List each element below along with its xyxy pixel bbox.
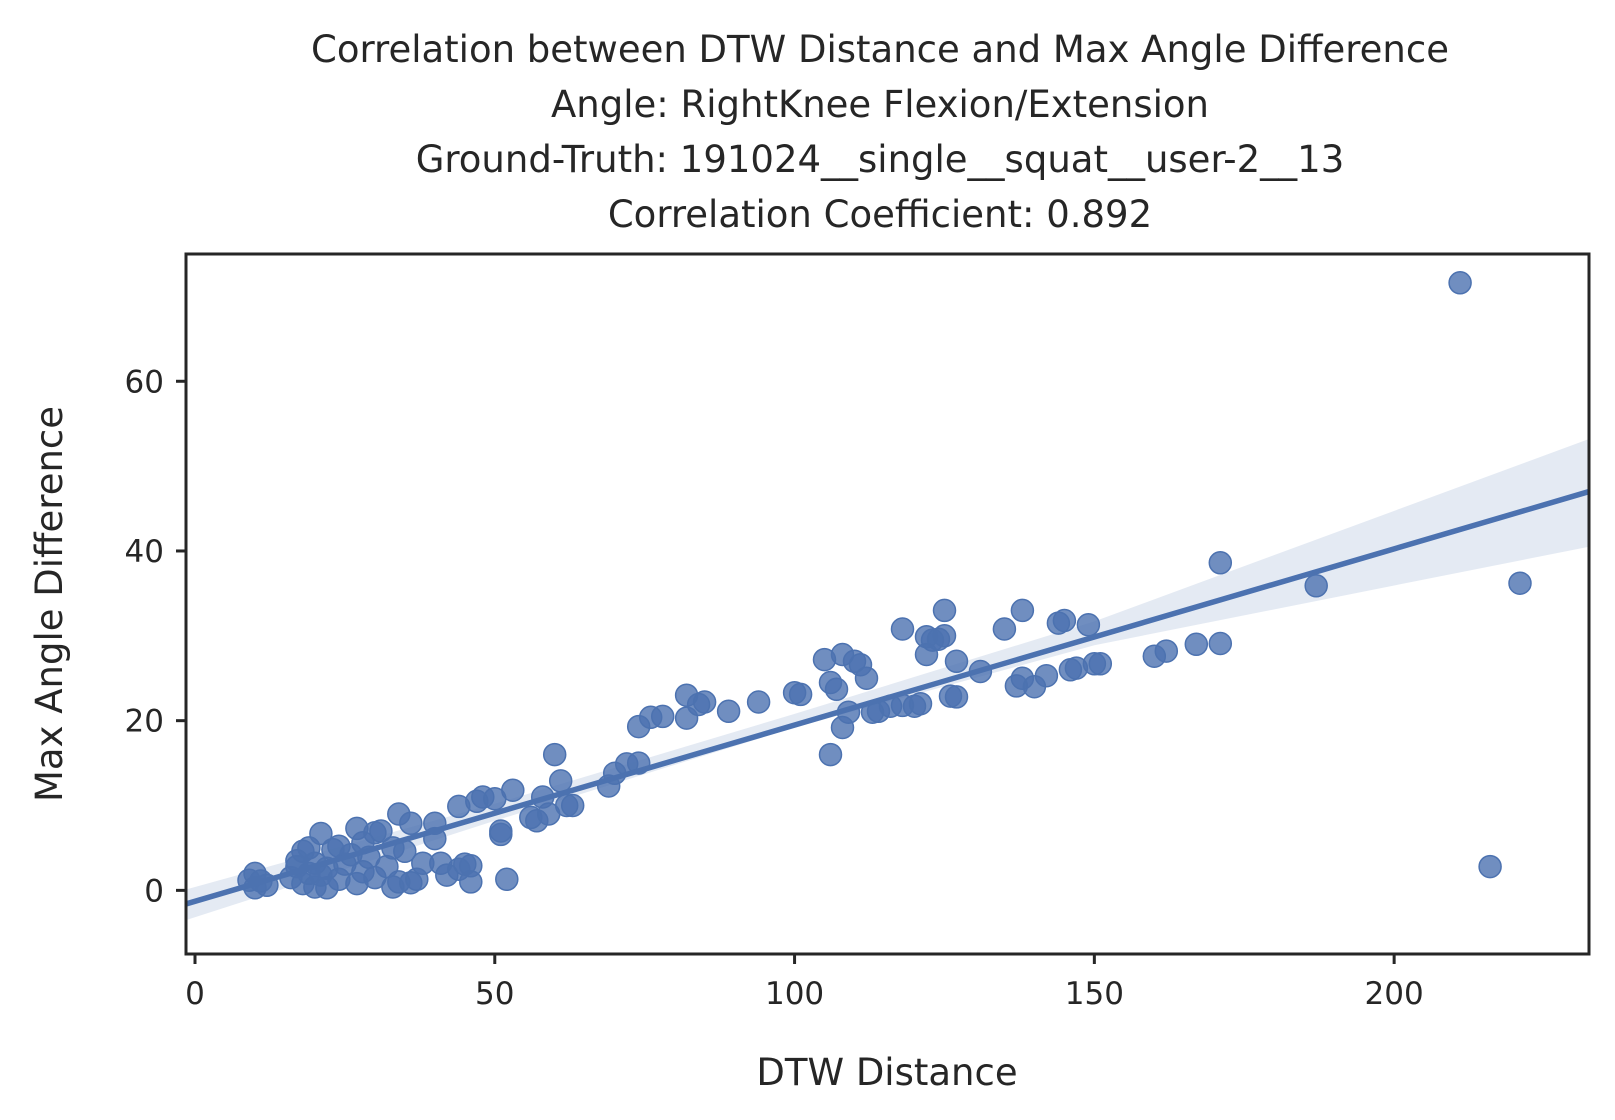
data-point bbox=[992, 617, 1017, 641]
data-point bbox=[560, 793, 585, 818]
data-point bbox=[890, 617, 915, 641]
data-point bbox=[908, 691, 933, 716]
data-point bbox=[932, 624, 957, 648]
data-point bbox=[1478, 854, 1502, 879]
data-point bbox=[489, 819, 513, 843]
plot-content bbox=[185, 271, 1590, 921]
data-point bbox=[788, 682, 813, 707]
data-point bbox=[1010, 598, 1035, 623]
data-point bbox=[369, 819, 393, 843]
title-line-2: Angle: RightKnee Flexion/Extension bbox=[551, 83, 1209, 126]
chart-title: Correlation between DTW Distance and Max… bbox=[311, 28, 1449, 236]
data-point bbox=[1154, 639, 1179, 663]
data-point bbox=[399, 811, 423, 836]
data-point bbox=[1304, 574, 1328, 598]
x-tick-label: 50 bbox=[475, 976, 514, 1012]
data-point bbox=[824, 677, 849, 702]
data-point bbox=[692, 690, 717, 714]
y-axis-ticks: 0 20 40 60 bbox=[125, 364, 186, 909]
plot-frame bbox=[184, 252, 1591, 956]
data-point bbox=[548, 769, 573, 793]
data-point bbox=[1088, 652, 1113, 676]
data-point bbox=[495, 867, 519, 892]
y-tick-label: 0 bbox=[144, 873, 164, 909]
data-point bbox=[1508, 571, 1532, 595]
data-point bbox=[309, 821, 333, 846]
x-tick-label: 0 bbox=[185, 976, 205, 1012]
data-point bbox=[932, 598, 957, 623]
data-point bbox=[716, 699, 741, 724]
y-tick-label: 20 bbox=[125, 704, 164, 740]
data-point bbox=[944, 685, 969, 709]
x-tick-label: 100 bbox=[765, 976, 824, 1012]
data-point bbox=[746, 690, 771, 714]
data-point bbox=[1034, 663, 1059, 688]
data-point bbox=[854, 666, 879, 690]
data-point bbox=[944, 649, 969, 674]
data-point bbox=[1208, 631, 1233, 656]
y-tick-label: 60 bbox=[125, 364, 164, 400]
x-tick-label: 200 bbox=[1365, 976, 1424, 1012]
data-point bbox=[542, 742, 567, 767]
data-point bbox=[459, 870, 483, 894]
data-point bbox=[1208, 551, 1233, 575]
data-point bbox=[1052, 608, 1077, 633]
x-tick-label: 150 bbox=[1065, 976, 1124, 1012]
y-tick-label: 40 bbox=[125, 534, 164, 570]
data-point bbox=[818, 742, 843, 767]
data-points bbox=[237, 271, 1532, 900]
data-point bbox=[1448, 271, 1472, 295]
data-point bbox=[1076, 613, 1101, 637]
title-line-4: Correlation Coefficient: 0.892 bbox=[608, 193, 1152, 236]
title-line-3: Ground-Truth: 191024__single__squat__use… bbox=[416, 138, 1345, 181]
y-axis-label: Max Angle Difference bbox=[28, 406, 71, 802]
x-axis-ticks: 0 50 100 150 200 bbox=[185, 954, 1424, 1012]
regression-line bbox=[185, 488, 1590, 907]
x-axis-label: DTW Distance bbox=[756, 1051, 1017, 1094]
data-point bbox=[1184, 632, 1209, 657]
title-line-1: Correlation between DTW Distance and Max… bbox=[311, 28, 1449, 71]
data-point bbox=[501, 778, 525, 802]
data-point bbox=[650, 704, 675, 729]
